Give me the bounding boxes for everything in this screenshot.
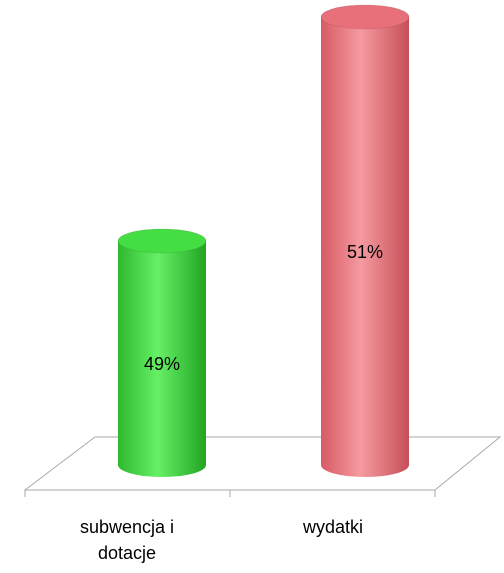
- bar-top: [320, 4, 410, 30]
- x-tick-label: subwencja i dotacje: [79, 517, 175, 563]
- value-label: 49%: [144, 354, 180, 374]
- value-label: 51%: [347, 242, 383, 262]
- bar-top: [117, 228, 207, 254]
- x-tick-label: wydatki: [302, 517, 364, 537]
- bar: [321, 5, 409, 477]
- bar: [118, 229, 206, 477]
- floor: [23, 436, 502, 491]
